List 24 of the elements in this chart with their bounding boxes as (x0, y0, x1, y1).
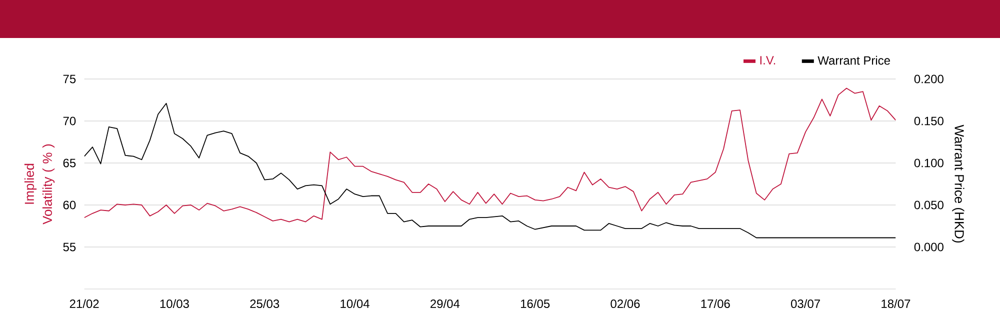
y-tick-label: 70 (63, 116, 76, 126)
x-tick-label: 16/05 (520, 299, 550, 308)
legend-label: Warrant Price (818, 56, 890, 65)
x-tick-label: 10/04 (340, 299, 370, 308)
y2-axis-title: Warrant Price (HKD) (952, 124, 964, 243)
legend-label: I.V. (760, 56, 776, 64)
y2-tick-label: 0.150 (914, 116, 944, 126)
y-tick-label: 65 (63, 158, 76, 168)
x-tick-label: 29/04 (430, 299, 460, 308)
y-axis-title: Implied Volatility ( % ) (24, 144, 55, 224)
x-tick-label: 25/03 (250, 299, 280, 308)
x-tick-label: 18/07 (882, 299, 910, 308)
y-tick-label: 75 (63, 74, 76, 84)
y2-tick-label: 0.000 (914, 242, 944, 252)
y2-tick-label: 0.200 (914, 74, 944, 84)
y-tick-label: 55 (63, 242, 76, 252)
x-tick-label: 17/06 (701, 299, 730, 308)
x-tick-label: 03/07 (791, 299, 820, 308)
x-tick-label: 10/03 (160, 299, 189, 308)
x-tick-label: 02/06 (610, 299, 640, 308)
y2-tick-label: 0.100 (914, 158, 944, 168)
y-tick-label: 60 (63, 200, 76, 210)
y2-tick-label: 0.050 (914, 200, 944, 210)
x-tick-label: 21/02 (70, 299, 99, 308)
